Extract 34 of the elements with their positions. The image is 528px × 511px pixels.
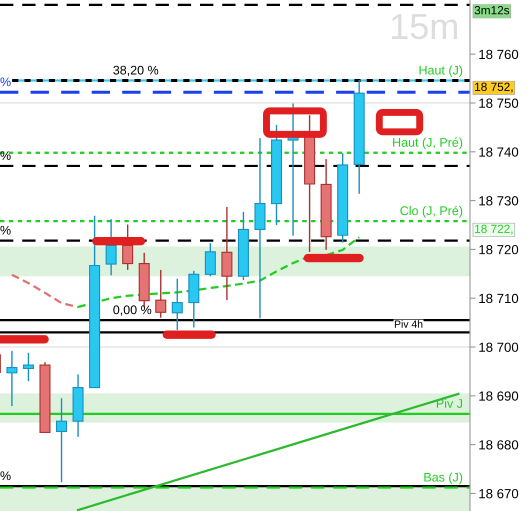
candlestick	[56, 398, 68, 483]
y-tick-label: 18 690	[479, 391, 518, 401]
y-tick-label: 18 700	[479, 342, 518, 352]
y-tick-label: 18 680	[479, 440, 518, 450]
y-tick-label: 18 720	[479, 244, 518, 254]
y-tick-label: 18 710	[479, 294, 518, 304]
y-tick-label: 18 750	[479, 98, 518, 108]
ref-line-label: Clo (J, Pré)	[400, 206, 462, 218]
annotation: 0,00 %	[113, 305, 152, 316]
ref-line-label: Piv J	[436, 398, 462, 408]
ref-line-label: %	[0, 151, 11, 160]
candlestick	[22, 352, 34, 382]
ref-line-label: %	[0, 226, 11, 235]
y-tick-label: 18 730	[479, 196, 518, 206]
text: 18 752,	[475, 82, 512, 92]
candlestick	[204, 242, 216, 277]
candlestick	[6, 350, 18, 407]
y-tick-label: 18 670	[479, 488, 518, 498]
text: 3m12s	[474, 6, 510, 14]
candlestick	[106, 218, 117, 276]
candlestick	[155, 269, 166, 318]
candlestick	[172, 278, 183, 331]
line-series	[10, 274, 80, 308]
ref-line-label: Haut (J, Pré)	[393, 137, 462, 150]
ref-line-label: Bas (J)	[424, 472, 462, 484]
ref-line-label: Haut (J)	[420, 65, 462, 78]
text: 18 722,	[475, 224, 512, 234]
ref-line-label: %	[0, 78, 11, 86]
annotation: 38,20 %	[113, 66, 158, 76]
y-tick-label: 18 760	[479, 50, 518, 60]
y-tick-label: 18 740	[479, 147, 518, 157]
ref-line-label: Piv 4h	[394, 320, 422, 328]
ref-line-label: %	[0, 471, 11, 480]
candlestick	[221, 206, 232, 301]
